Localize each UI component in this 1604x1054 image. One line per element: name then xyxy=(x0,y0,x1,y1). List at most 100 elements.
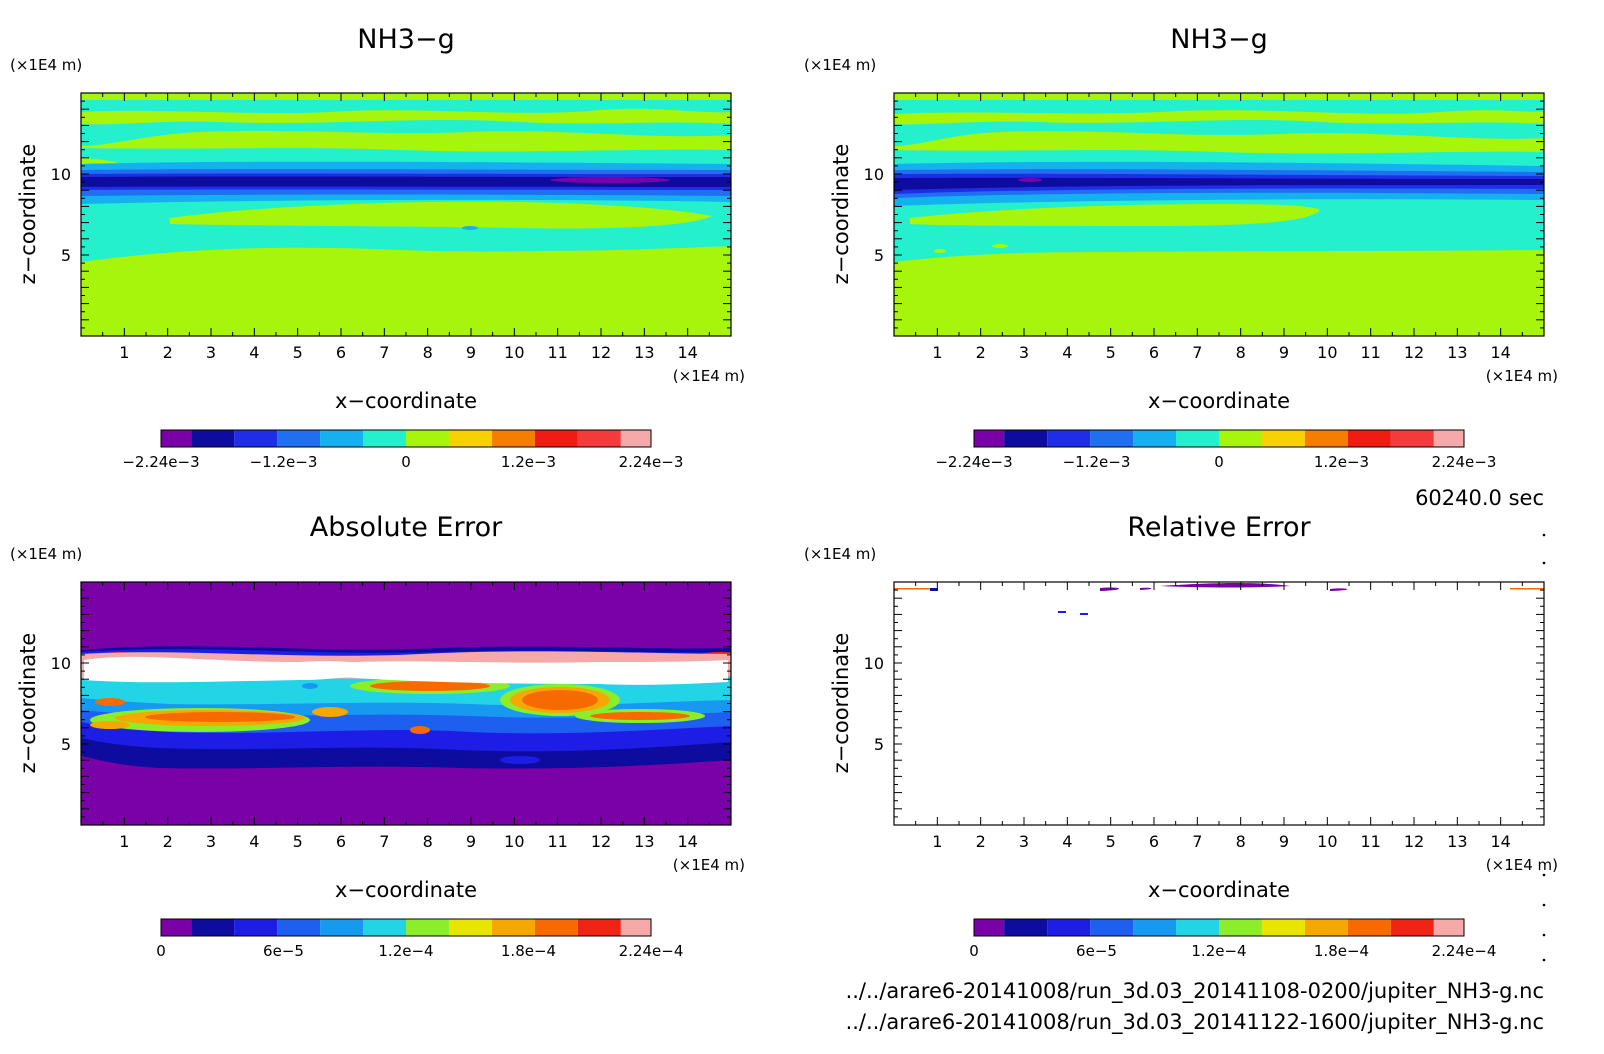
x-tick-label: 3 xyxy=(206,343,216,362)
colorbar-label: 0 xyxy=(156,942,166,960)
x-axis-label: x−coordinate xyxy=(1148,389,1290,413)
colorbar-swatch xyxy=(1347,919,1391,936)
x-tick-label: 4 xyxy=(249,343,259,362)
y-tick-label: 10 xyxy=(51,654,71,673)
colorbar-swatch xyxy=(1390,919,1434,936)
heatmap-field xyxy=(81,93,731,336)
colorbar-label: 1.8e−4 xyxy=(501,942,556,960)
colorbar-label: 6e−5 xyxy=(1076,942,1117,960)
panel-title: NH3−g xyxy=(1170,24,1267,55)
colorbar-swatch xyxy=(1047,430,1091,447)
file-path-2: ../../arare6-20141008/run_3d.03_20141122… xyxy=(846,1010,1544,1035)
colorbar-swatch xyxy=(1347,430,1391,447)
colorbar-swatch xyxy=(1133,919,1177,936)
colorbar-swatch xyxy=(1133,430,1177,447)
x-tick-label: 3 xyxy=(1019,832,1029,851)
x-tick-label: 13 xyxy=(634,832,654,851)
colorbar-swatch xyxy=(1390,430,1434,447)
colorbar-swatch xyxy=(406,430,449,447)
x-tick-label: 4 xyxy=(1062,343,1072,362)
x-tick-label: 10 xyxy=(1317,343,1337,362)
x-tick-label: 8 xyxy=(423,832,433,851)
colorbar-swatch xyxy=(974,430,1005,447)
x-tick-label: 13 xyxy=(1447,343,1467,362)
y-tick-label: 5 xyxy=(874,246,884,265)
colorbar-swatch xyxy=(1004,919,1048,936)
x-tick-label: 9 xyxy=(466,343,476,362)
colorbar-label: 1.2e−4 xyxy=(378,942,433,960)
x-tick-label: 10 xyxy=(1317,832,1337,851)
time-label: 60240.0 sec xyxy=(1415,486,1544,510)
colorbar-swatch xyxy=(1090,430,1134,447)
colorbar-frame xyxy=(160,918,652,937)
colorbar-swatch xyxy=(491,919,535,936)
x-tick-label: 1 xyxy=(119,343,129,362)
colorbar-frame xyxy=(973,918,1465,937)
x-tick-label: 11 xyxy=(1360,832,1380,851)
x-tick-label: 7 xyxy=(379,343,389,362)
colorbar-swatch xyxy=(277,919,321,936)
colorbar-label: 1.2e−3 xyxy=(1314,453,1369,471)
panel-title: Absolute Error xyxy=(310,512,503,543)
colorbar-label: 2.24e−3 xyxy=(1432,453,1497,471)
x-tick-label: 5 xyxy=(1106,832,1116,851)
x-tick-label: 12 xyxy=(1404,343,1424,362)
file-path-1: ../../arare6-20141008/run_3d.03_20141108… xyxy=(846,979,1544,1004)
colorbar: −2.24e−3 −1.2e−3 0 1.2e−3 2.24e−3 xyxy=(935,429,1497,471)
colorbar-swatch xyxy=(1219,430,1262,447)
colorbar-swatch xyxy=(320,919,364,936)
colorbar-label: 1.8e−4 xyxy=(1314,942,1369,960)
y-tick-label: 5 xyxy=(61,246,71,265)
colorbar-swatch xyxy=(448,430,492,447)
x-tick-label: 14 xyxy=(1490,343,1510,362)
y-tick-label: 10 xyxy=(51,165,71,184)
colorbar-swatch xyxy=(534,919,578,936)
colorbar: 0 6e−5 1.2e−4 1.8e−4 2.24e−4 xyxy=(156,918,684,960)
x-tick-label: 14 xyxy=(677,343,697,362)
y-axis-label: z−coordinate xyxy=(16,633,40,774)
colorbar-frame xyxy=(160,429,652,448)
colorbar-label: 0 xyxy=(969,942,979,960)
panel-relative-error: Relative Error (×1E4 m) 1 2 3 4 5 6 7 8 9 10 11 12 1… xyxy=(804,512,1558,960)
colorbar: −2.24e−3 −1.2e−3 0 1.2e−3 2.24e−3 xyxy=(122,429,684,471)
x-tick-label: 11 xyxy=(547,832,567,851)
y-tick-label: 10 xyxy=(864,165,884,184)
colorbar-swatch xyxy=(234,430,278,447)
x-tick-label: 8 xyxy=(423,343,433,362)
colorbar-swatch xyxy=(1090,919,1134,936)
colorbar-frame xyxy=(973,429,1465,448)
x-tick-label: 5 xyxy=(293,832,303,851)
x-tick-label: 14 xyxy=(677,832,697,851)
colorbar-swatch xyxy=(448,919,492,936)
x-tick-label: 3 xyxy=(1019,343,1029,362)
x-tick-label: 12 xyxy=(591,832,611,851)
colorbar-swatch xyxy=(491,430,535,447)
x-tick-label: 12 xyxy=(591,343,611,362)
heatmap-field xyxy=(894,582,1544,825)
panel-title: Relative Error xyxy=(1127,512,1311,543)
y-unit-label: (×1E4 m) xyxy=(10,545,82,563)
x-tick-label: 2 xyxy=(976,343,986,362)
colorbar-swatch xyxy=(161,430,192,447)
colorbar-swatch xyxy=(1433,430,1464,447)
colorbar-label: 2.24e−3 xyxy=(619,453,684,471)
x-tick-label: 9 xyxy=(466,832,476,851)
colorbar-label: 6e−5 xyxy=(263,942,304,960)
heatmap-field xyxy=(81,582,731,825)
x-tick-label: 8 xyxy=(1236,343,1246,362)
x-tick-label: 8 xyxy=(1236,832,1246,851)
colorbar-label: 2.24e−4 xyxy=(619,942,684,960)
colorbar-swatch xyxy=(191,919,235,936)
colorbar-swatch xyxy=(577,430,621,447)
x-tick-label: 1 xyxy=(932,832,942,851)
y-unit-label: (×1E4 m) xyxy=(804,545,876,563)
colorbar-label: −1.2e−3 xyxy=(1063,453,1131,471)
colorbar-label: 1.2e−3 xyxy=(501,453,556,471)
colorbar-label: 0 xyxy=(1214,453,1224,471)
x-tick-label: 7 xyxy=(1192,832,1202,851)
colorbar-label: 0 xyxy=(401,453,411,471)
x-unit-label: (×1E4 m) xyxy=(673,856,745,874)
colorbar-swatch xyxy=(1176,919,1219,936)
